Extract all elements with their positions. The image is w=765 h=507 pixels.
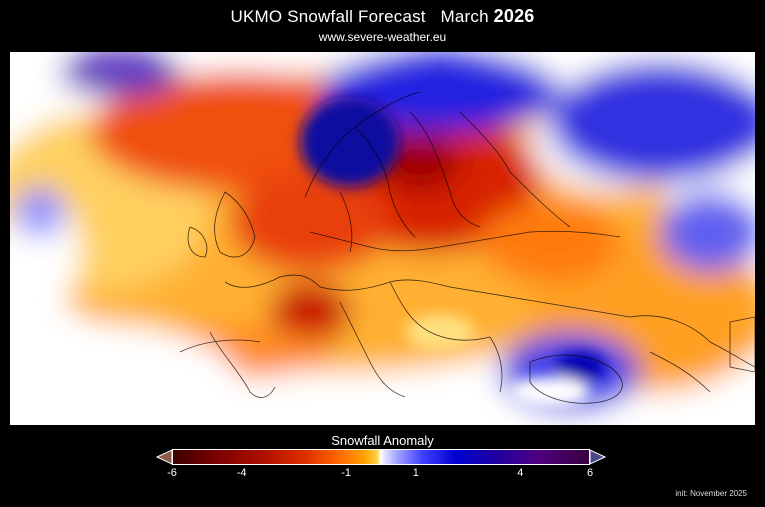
map-title: UKMO Snowfall Forecast March 2026 — [0, 6, 765, 27]
map-canvas — [10, 52, 755, 425]
init-date: init: November 2025 — [675, 489, 747, 498]
anomaly-details — [300, 97, 605, 407]
anomaly-map — [10, 52, 755, 425]
colorbar-max-arrow-icon — [590, 449, 606, 465]
colorbar-tick-label: -4 — [236, 467, 247, 479]
colorbar-tick-label: 1 — [412, 467, 419, 479]
colorbar-tick-label: -1 — [341, 467, 352, 479]
colorbar-tick-label: 6 — [586, 467, 594, 479]
colorbar-tick-label: -6 — [167, 467, 177, 479]
legend-title: Snowfall Anomaly — [331, 433, 434, 448]
website-subtitle: www.severe-weather.eu — [318, 30, 447, 44]
title-text: UKMO Snowfall Forecast March — [230, 7, 494, 26]
colorbar-min-arrow-icon — [156, 449, 172, 465]
country-borders — [179, 91, 755, 404]
title-year: 2026 — [493, 6, 535, 26]
colorbar-tick-label: 4 — [517, 467, 524, 479]
colorbar — [172, 449, 590, 465]
